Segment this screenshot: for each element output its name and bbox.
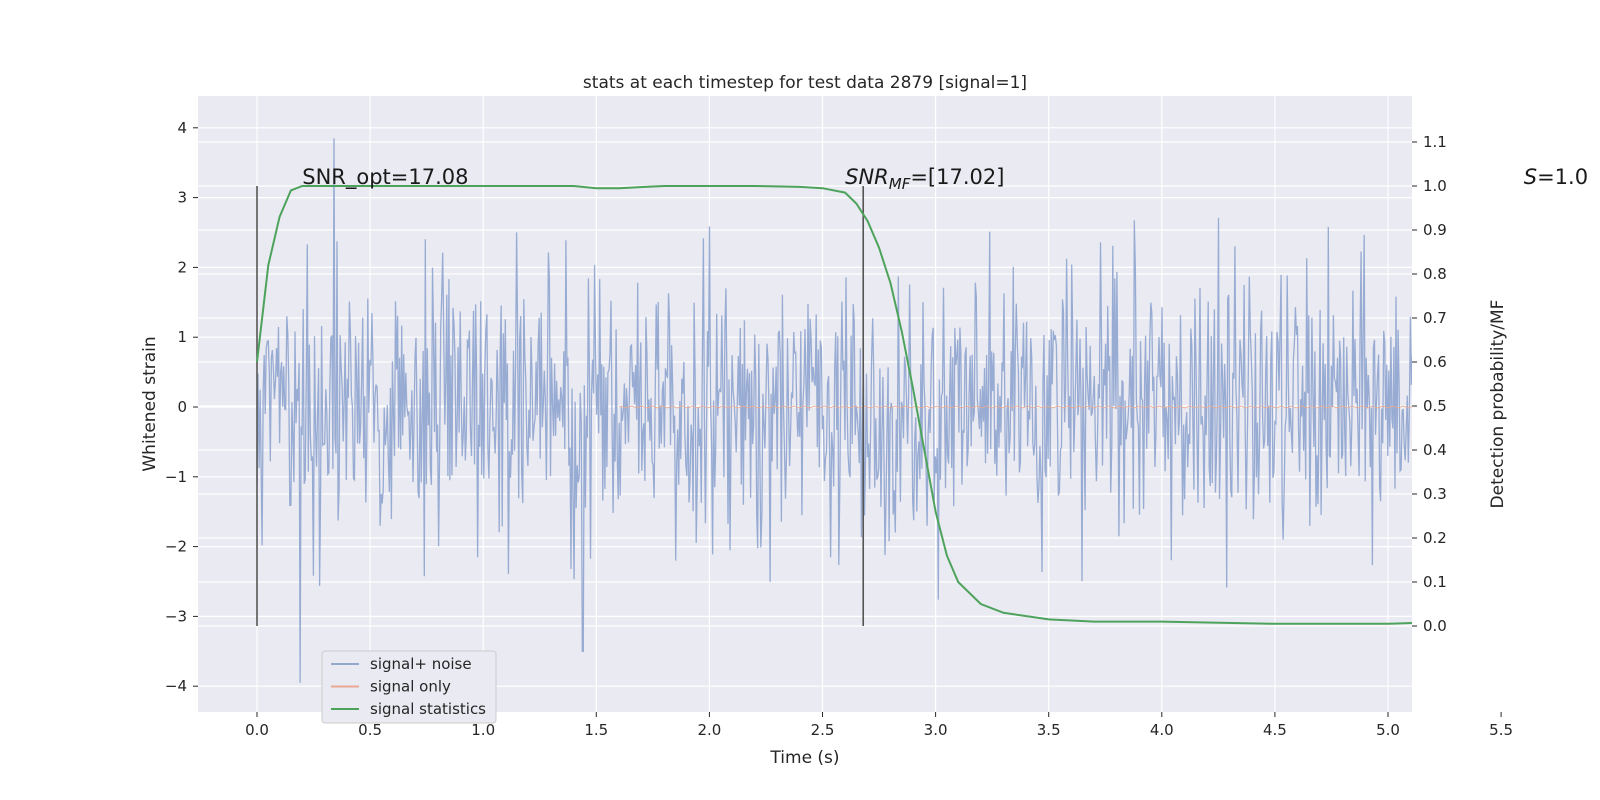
x-tick-label: 2.0 <box>697 721 721 739</box>
annotation-0: SNR_opt=17.08 <box>302 165 468 190</box>
legend-label-signal-statistics: signal statistics <box>370 700 486 718</box>
x-tick-label: 1.0 <box>471 721 495 739</box>
annotation-2: S=1.0 <box>1524 165 1588 189</box>
x-tick-label: 0.0 <box>245 721 269 739</box>
y2-tick-label: 0.8 <box>1423 265 1447 283</box>
y-tick-label: −4 <box>165 677 187 695</box>
annotation-1: SNRMF=[17.02] <box>845 165 1004 193</box>
x-tick-label: 4.5 <box>1263 721 1287 739</box>
y2-tick-label: 0.9 <box>1423 221 1447 239</box>
y2-tick-label: 0.3 <box>1423 485 1447 503</box>
plot-area <box>256 138 1412 683</box>
x-tick-label: 1.5 <box>584 721 608 739</box>
y-tick-label: −1 <box>165 468 187 486</box>
y-tick-label: 3 <box>177 189 187 207</box>
x-tick-label: 3.0 <box>924 721 948 739</box>
x-axis-ticks: 0.00.51.01.52.02.53.03.54.04.55.05.56.06… <box>245 712 1513 739</box>
y2-tick-label: 0.4 <box>1423 441 1447 459</box>
x-tick-label: 5.0 <box>1376 721 1400 739</box>
y2-tick-label: 1.0 <box>1423 177 1447 195</box>
y-tick-label: 1 <box>177 328 187 346</box>
y2-axis-label: Detection probability/MF <box>1488 300 1508 509</box>
legend-label-signal-noise: signal+ noise <box>370 655 472 673</box>
series-signal-statistics <box>256 185 1412 625</box>
y-axis-ticks: −4 −3 −2 −1 0 1 2 3 4 <box>165 119 198 695</box>
chart-title: stats at each timestep for test data 287… <box>583 73 1027 93</box>
y-tick-label: 2 <box>177 258 187 276</box>
y2-tick-label: 0.0 <box>1423 617 1447 635</box>
y2-tick-label: 0.2 <box>1423 529 1447 547</box>
y-tick-label: 0 <box>177 398 187 416</box>
y-axis-label: Whitened strain <box>140 336 160 471</box>
y2-tick-label: 0.5 <box>1423 397 1447 415</box>
y2-tick-label: 0.7 <box>1423 309 1447 327</box>
x-tick-label: 5.5 <box>1489 721 1513 739</box>
legend: signal+ noise signal only signal statist… <box>321 650 497 724</box>
y2-tick-label: 0.1 <box>1423 573 1447 591</box>
x-tick-label: 4.0 <box>1150 721 1174 739</box>
x-tick-label: 2.5 <box>811 721 835 739</box>
legend-box <box>321 650 497 724</box>
y2-tick-label: 0.6 <box>1423 353 1447 371</box>
legend-label-signal-only: signal only <box>370 678 451 696</box>
y-tick-label: −2 <box>165 538 187 556</box>
vertical-markers <box>256 186 865 626</box>
x-tick-label: 0.5 <box>358 721 382 739</box>
y2-axis-ticks: 0.0 0.1 0.2 0.3 0.4 0.5 0.6 0.7 0.8 0.9 1.0 1.1 <box>1412 133 1447 635</box>
y-tick-label: −3 <box>165 607 187 625</box>
x-axis-label: Time (s) <box>769 748 839 768</box>
series-signal-noise <box>256 138 1412 683</box>
series-signal-only <box>618 405 1412 409</box>
y-tick-label: 4 <box>177 119 187 137</box>
y2-tick-label: 1.1 <box>1423 133 1447 151</box>
x-tick-label: 3.5 <box>1037 721 1061 739</box>
